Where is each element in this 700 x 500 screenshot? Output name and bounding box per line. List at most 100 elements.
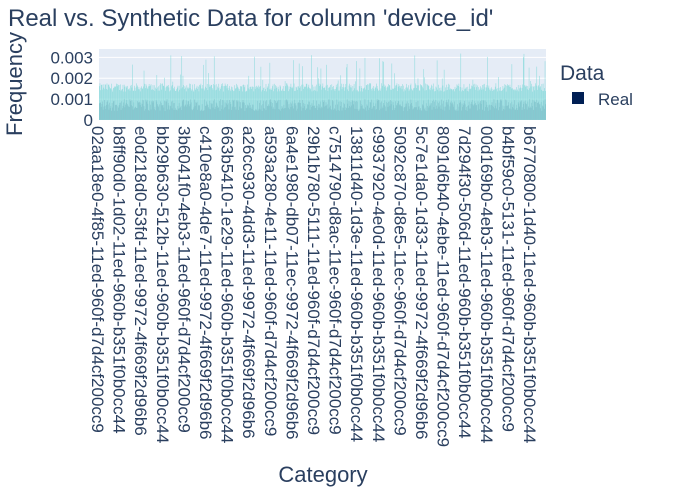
synthetic-bar [102, 89, 103, 120]
synthetic-bar [422, 86, 423, 120]
synthetic-bar [401, 86, 402, 120]
synthetic-bar [331, 84, 333, 120]
synthetic-bar [541, 84, 543, 120]
synthetic-bar [130, 85, 131, 120]
synthetic-bar [424, 77, 425, 120]
synthetic-bar [293, 60, 294, 120]
synthetic-bar [361, 87, 363, 120]
synthetic-bar [494, 86, 496, 120]
synthetic-bar [397, 91, 398, 120]
y-tick-label: 0.003 [50, 48, 93, 67]
synthetic-bar [325, 85, 327, 120]
synthetic-bar [120, 84, 121, 120]
synthetic-bar [333, 89, 335, 120]
synthetic-bar [123, 84, 125, 120]
synthetic-bar [256, 85, 257, 120]
synthetic-bar [468, 91, 469, 120]
synthetic-bar [187, 88, 189, 120]
synthetic-bar [313, 86, 315, 120]
synthetic-bar [443, 91, 444, 120]
synthetic-bar [481, 89, 483, 120]
synthetic-bar [153, 85, 155, 120]
synthetic-bar [518, 91, 520, 120]
synthetic-bar [478, 90, 480, 120]
synthetic-bar [307, 86, 309, 120]
synthetic-bar [374, 90, 375, 120]
synthetic-bar [351, 91, 353, 120]
synthetic-bar [262, 79, 264, 120]
synthetic-bar [455, 87, 457, 120]
synthetic-bar [266, 91, 267, 120]
synthetic-bar [252, 86, 254, 120]
synthetic-bar [395, 85, 396, 120]
synthetic-bar [445, 90, 447, 120]
synthetic-bar [230, 91, 232, 120]
synthetic-bar [314, 90, 315, 120]
synthetic-bar [423, 69, 425, 120]
synthetic-bar [443, 69, 445, 120]
synthetic-bar [462, 90, 464, 120]
synthetic-bar [296, 89, 298, 120]
synthetic-bar [436, 87, 437, 120]
synthetic-bar [539, 87, 541, 120]
synthetic-bar [247, 88, 249, 120]
synthetic-bar [525, 87, 527, 120]
synthetic-bar [144, 83, 145, 120]
synthetic-bar [375, 88, 377, 120]
synthetic-bar [279, 85, 281, 120]
synthetic-bar [496, 88, 498, 120]
synthetic-bar [258, 85, 259, 120]
synthetic-bar [282, 86, 284, 120]
synthetic-bar [222, 91, 224, 120]
synthetic-bar [266, 87, 268, 120]
synthetic-bar [176, 89, 177, 120]
synthetic-bar [425, 83, 426, 120]
synthetic-bar [408, 90, 410, 120]
synthetic-bar [367, 84, 368, 120]
synthetic-bar [157, 87, 158, 120]
synthetic-bar [467, 86, 469, 120]
synthetic-bar [104, 89, 105, 120]
synthetic-bar [432, 83, 434, 120]
synthetic-bar [404, 90, 406, 120]
synthetic-bar [349, 87, 351, 120]
synthetic-bar [533, 86, 534, 120]
synthetic-bar [275, 86, 277, 120]
synthetic-bar [164, 77, 165, 120]
synthetic-bar [510, 87, 511, 120]
synthetic-bar [485, 87, 487, 120]
synthetic-bar [430, 87, 432, 120]
synthetic-bar [312, 84, 313, 120]
synthetic-bar [420, 84, 421, 120]
synthetic-bar [140, 87, 142, 120]
synthetic-bar [336, 87, 338, 120]
synthetic-bar [452, 90, 453, 120]
x-tick-label: 6a4e1980-db07-11ec-9972-4f669f2d96b6 [282, 126, 301, 440]
synthetic-bar [300, 86, 301, 120]
synthetic-bar [330, 84, 331, 120]
synthetic-bar [213, 84, 214, 120]
synthetic-bar [372, 87, 373, 120]
synthetic-bar [209, 86, 211, 120]
x-tick-label: bb29b630-512b-11ed-960b-b351f0b0cc44 [153, 126, 172, 443]
synthetic-bars [99, 53, 546, 121]
synthetic-bar [132, 90, 134, 120]
synthetic-bar [145, 84, 147, 120]
synthetic-bar [416, 87, 418, 120]
synthetic-bar [143, 70, 145, 120]
synthetic-bar [161, 83, 163, 120]
synthetic-bar [474, 83, 476, 120]
synthetic-bar [167, 86, 168, 120]
synthetic-bar [284, 81, 286, 120]
synthetic-bar [167, 84, 169, 120]
synthetic-bar [249, 87, 251, 120]
synthetic-bar [420, 85, 422, 120]
synthetic-bar [318, 83, 320, 120]
synthetic-bar [438, 84, 439, 120]
synthetic-bar [152, 89, 153, 120]
synthetic-bar [466, 87, 467, 120]
synthetic-bar [326, 64, 327, 120]
synthetic-bar [460, 53, 462, 121]
synthetic-bar [413, 87, 415, 120]
